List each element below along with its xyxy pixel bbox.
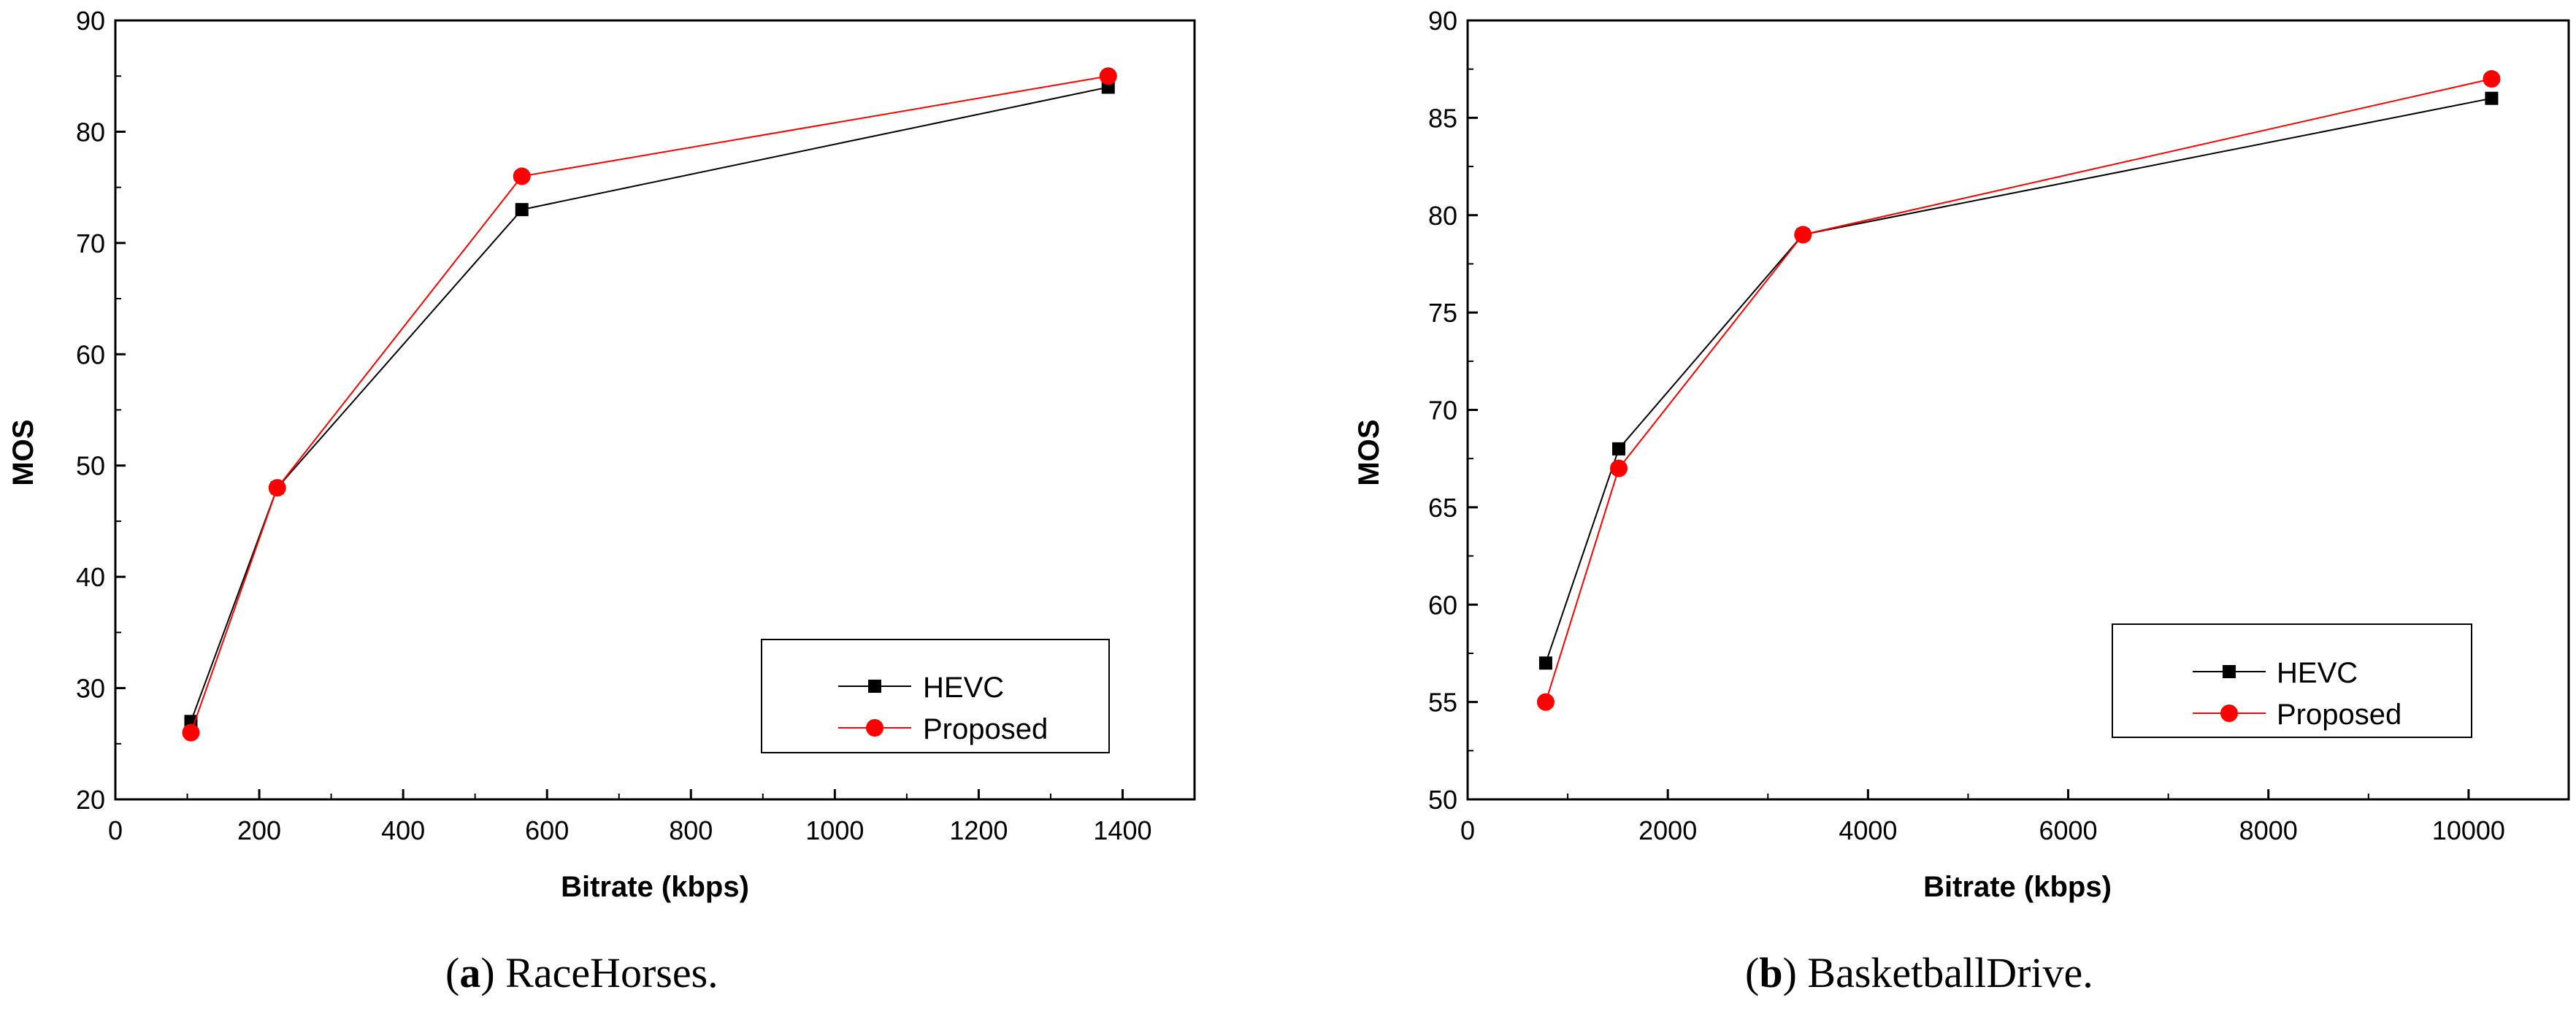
chart-a-y-tick-label: 60 — [76, 339, 105, 369]
chart-a-y-tick-label: 90 — [76, 6, 105, 36]
chart-a-legend-proposed-label: Proposed — [923, 713, 1048, 745]
chart-a-point-proposed — [182, 723, 200, 742]
chart-a-line-hevc — [190, 86, 1108, 722]
chart-b: 0 2000 4000 6000 8000 10000 50 55 60 65 70 75 80 85 90… — [1353, 6, 2570, 996]
chart-b-legend-proposed-label: Proposed — [2277, 699, 2401, 731]
chart-b-legend: HEVC Proposed — [2112, 623, 2472, 738]
chart-b-point-proposed — [1794, 226, 1812, 244]
chart-a-point-proposed — [1099, 67, 1117, 85]
chart-b-y-tick-label: 60 — [1428, 590, 1457, 620]
chart-b-caption-text: ) BasketballDrive. — [1783, 949, 2093, 996]
chart-b-y-tick-label: 85 — [1428, 103, 1457, 133]
chart-a-y-tick-label: 40 — [76, 562, 105, 592]
chart-a-y-label: MOS — [7, 419, 39, 485]
chart-a-y-tick-label: 50 — [76, 451, 105, 481]
chart-b-y-tick-label: 55 — [1428, 688, 1457, 718]
chart-a-x-tick-label: 400 — [381, 815, 425, 845]
chart-b-y-tick-label: 80 — [1428, 201, 1457, 231]
chart-b-y-tick-label: 65 — [1428, 493, 1457, 523]
chart-a-legend-box — [761, 639, 1110, 753]
chart-a-x-tick-label: 1200 — [949, 815, 1008, 845]
chart-a-legend-hevc-marker — [868, 680, 881, 693]
chart-a-x-tick-label: 1000 — [805, 815, 864, 845]
chart-a-x-tick-label: 600 — [525, 815, 569, 845]
chart-a-x-tick-label: 200 — [237, 815, 281, 845]
chart-a-y-tick-label: 80 — [76, 117, 105, 147]
chart-a-y-tick-label: 70 — [76, 228, 105, 258]
chart-a-point-proposed — [513, 167, 531, 185]
chart-b-legend-box — [2112, 623, 2472, 738]
chart-a-legend-proposed-marker — [866, 719, 883, 737]
chart-b-point-hevc — [2485, 91, 2499, 105]
chart-b-x-tick-label: 8000 — [2239, 815, 2298, 845]
chart-b-ticks: 0 2000 4000 6000 8000 10000 50 55 60 65 70 75 80 85 90 — [1428, 6, 2505, 845]
chart-b-y-label: MOS — [1353, 419, 1385, 485]
chart-b-x-tick-label: 0 — [1460, 815, 1475, 845]
chart-a-line-proposed — [190, 75, 1108, 733]
chart-b-caption: (b) BasketballDrive. — [1745, 949, 2093, 996]
chart-b-y-tick-label: 50 — [1428, 785, 1457, 815]
chart-b-legend-hevc-marker — [2223, 665, 2236, 678]
chart-b-legend-hevc-label: HEVC — [2277, 657, 2358, 689]
chart-a-x-tick-label: 800 — [669, 815, 713, 845]
chart-b-x-label: Bitrate (kbps) — [1923, 871, 2112, 903]
chart-a-caption-text: ) RaceHorses. — [480, 949, 718, 996]
chart-b-y-tick-label: 70 — [1428, 396, 1457, 426]
chart-b-series — [1536, 70, 2501, 711]
chart-a-ticks: 0 200 400 600 800 1000 1200 1400 20 30 40 50 60 70 80 9… — [76, 6, 1152, 845]
chart-b-caption-letter: b — [1759, 949, 1782, 996]
chart-a-y-tick-label: 20 — [76, 785, 105, 815]
chart-a-caption: (a) RaceHorses. — [445, 949, 718, 996]
chart-b-point-proposed — [1536, 693, 1555, 711]
chart-a-point-proposed — [268, 479, 286, 497]
chart-a-x-tick-label: 0 — [108, 815, 123, 845]
chart-a: 0 200 400 600 800 1000 1200 1400 20 30 40 50 60 70 80 9… — [7, 6, 1196, 996]
chart-a-x-tick-label: 1400 — [1093, 815, 1151, 845]
chart-b-x-tick-label: 10000 — [2432, 815, 2505, 845]
chart-a-caption-letter: a — [459, 949, 480, 996]
chart-b-y-tick-label: 90 — [1428, 6, 1457, 36]
chart-a-x-label: Bitrate (kbps) — [561, 871, 749, 903]
chart-a-legend-hevc-label: HEVC — [923, 672, 1004, 704]
chart-b-x-tick-label: 4000 — [1839, 815, 1897, 845]
chart-b-y-tick-label: 75 — [1428, 298, 1457, 328]
chart-a-series — [182, 67, 1117, 742]
chart-b-line-hevc — [1544, 97, 2492, 664]
chart-b-point-hevc — [1612, 442, 1626, 456]
chart-b-point-hevc — [1538, 656, 1552, 670]
chart-b-line-proposed — [1544, 78, 2492, 702]
chart-a-legend: HEVC Proposed — [761, 639, 1110, 753]
chart-b-legend-proposed-marker — [2220, 704, 2238, 722]
chart-b-x-tick-label: 6000 — [2039, 815, 2097, 845]
chart-b-point-proposed — [2483, 70, 2501, 88]
chart-a-y-tick-label: 30 — [76, 674, 105, 704]
chart-b-point-proposed — [1610, 459, 1628, 477]
chart-a-point-hevc — [515, 203, 529, 217]
chart-b-x-tick-label: 2000 — [1638, 815, 1697, 845]
